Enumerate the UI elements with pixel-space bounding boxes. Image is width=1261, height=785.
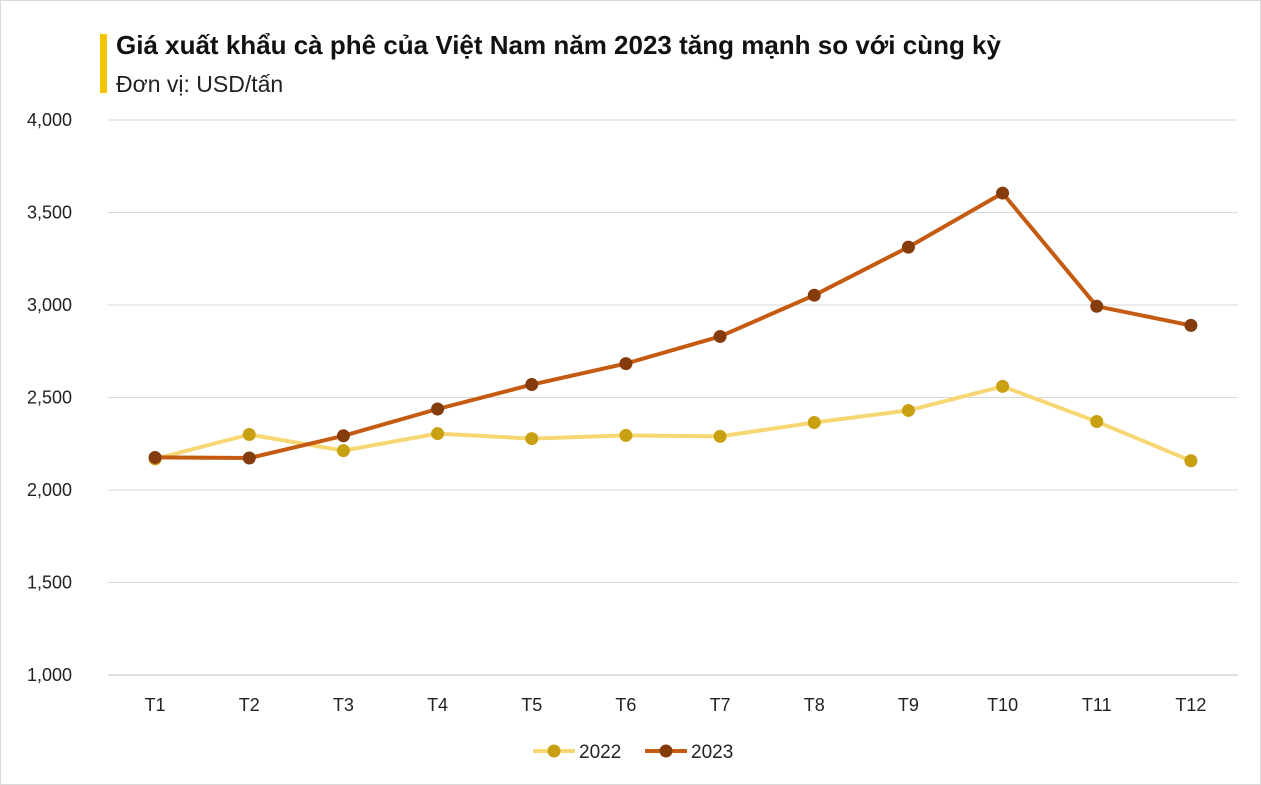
y-tick-label: 1,500 (27, 573, 72, 593)
legend-item-2023: 2023 (645, 742, 733, 763)
legend-item-2022: 2022 (533, 742, 621, 763)
data-point-2023-T10 (996, 186, 1010, 200)
data-point-2022-T10 (996, 379, 1010, 393)
data-point-2023-T3 (336, 429, 350, 443)
data-point-2023-T4 (431, 402, 445, 416)
series-line-2023 (153, 191, 1193, 460)
x-axis-ticks: T1 T2 T3 T4 T5 T6 T7 T8 T9 T10 T11 T12 (145, 695, 1207, 715)
data-point-2022-T5 (525, 432, 539, 446)
legend-marker (547, 744, 561, 758)
legend-label: 2022 (579, 742, 621, 763)
data-point-2023-T11 (1090, 299, 1104, 313)
title-accent-bar (100, 34, 107, 93)
data-point-2023-T9 (901, 240, 915, 254)
legend-label: 2023 (691, 742, 733, 763)
x-tick-label: T12 (1175, 695, 1206, 715)
data-point-2022-T6 (619, 428, 633, 442)
y-tick-label: 3,500 (27, 203, 72, 223)
data-point-2022-T12 (1184, 454, 1198, 468)
legend-marker (659, 744, 673, 758)
data-point-2023-T1 (148, 450, 162, 464)
chart-title: Giá xuất khẩu cà phê của Việt Nam năm 20… (116, 30, 1001, 60)
data-point-2022-T7 (713, 429, 727, 443)
series-lines (153, 191, 1193, 463)
x-tick-label: T9 (898, 695, 919, 715)
data-point-2023-T5 (525, 378, 539, 392)
x-tick-label: T4 (427, 695, 448, 715)
x-tick-label: T2 (239, 695, 260, 715)
legend: 2022 2023 (533, 742, 733, 763)
data-point-2023-T12 (1184, 318, 1198, 332)
gridlines (108, 119, 1238, 676)
y-tick-label: 4,000 (27, 110, 72, 130)
x-tick-label: T7 (710, 695, 731, 715)
x-tick-label: T8 (804, 695, 825, 715)
y-tick-label: 2,500 (27, 388, 72, 408)
chart-subtitle: Đơn vị: USD/tấn (116, 71, 284, 97)
y-tick-label: 3,000 (27, 295, 72, 315)
data-point-2022-T9 (901, 403, 915, 417)
y-axis-ticks: 1,000 1,500 2,000 2,500 3,000 3,500 4,000 (27, 110, 72, 685)
x-tick-label: T6 (615, 695, 636, 715)
data-point-2022-T2 (242, 428, 256, 441)
series-markers (148, 186, 1198, 468)
y-tick-label: 1,000 (27, 665, 72, 685)
data-point-2023-T2 (242, 451, 256, 465)
x-tick-label: T10 (987, 695, 1018, 715)
data-point-2022-T3 (336, 444, 350, 458)
data-point-2022-T11 (1090, 415, 1104, 429)
data-point-2023-T6 (619, 357, 633, 371)
data-point-2022-T4 (431, 427, 445, 441)
data-point-2023-T8 (807, 288, 821, 302)
x-tick-label: T1 (145, 695, 166, 715)
x-tick-label: T11 (1082, 695, 1112, 715)
y-tick-label: 2,000 (27, 480, 72, 500)
data-point-2023-T7 (713, 329, 727, 343)
data-point-2022-T8 (807, 415, 821, 429)
x-tick-label: T3 (333, 695, 354, 715)
series-line-2022 (153, 384, 1193, 463)
x-tick-label: T5 (521, 695, 542, 715)
